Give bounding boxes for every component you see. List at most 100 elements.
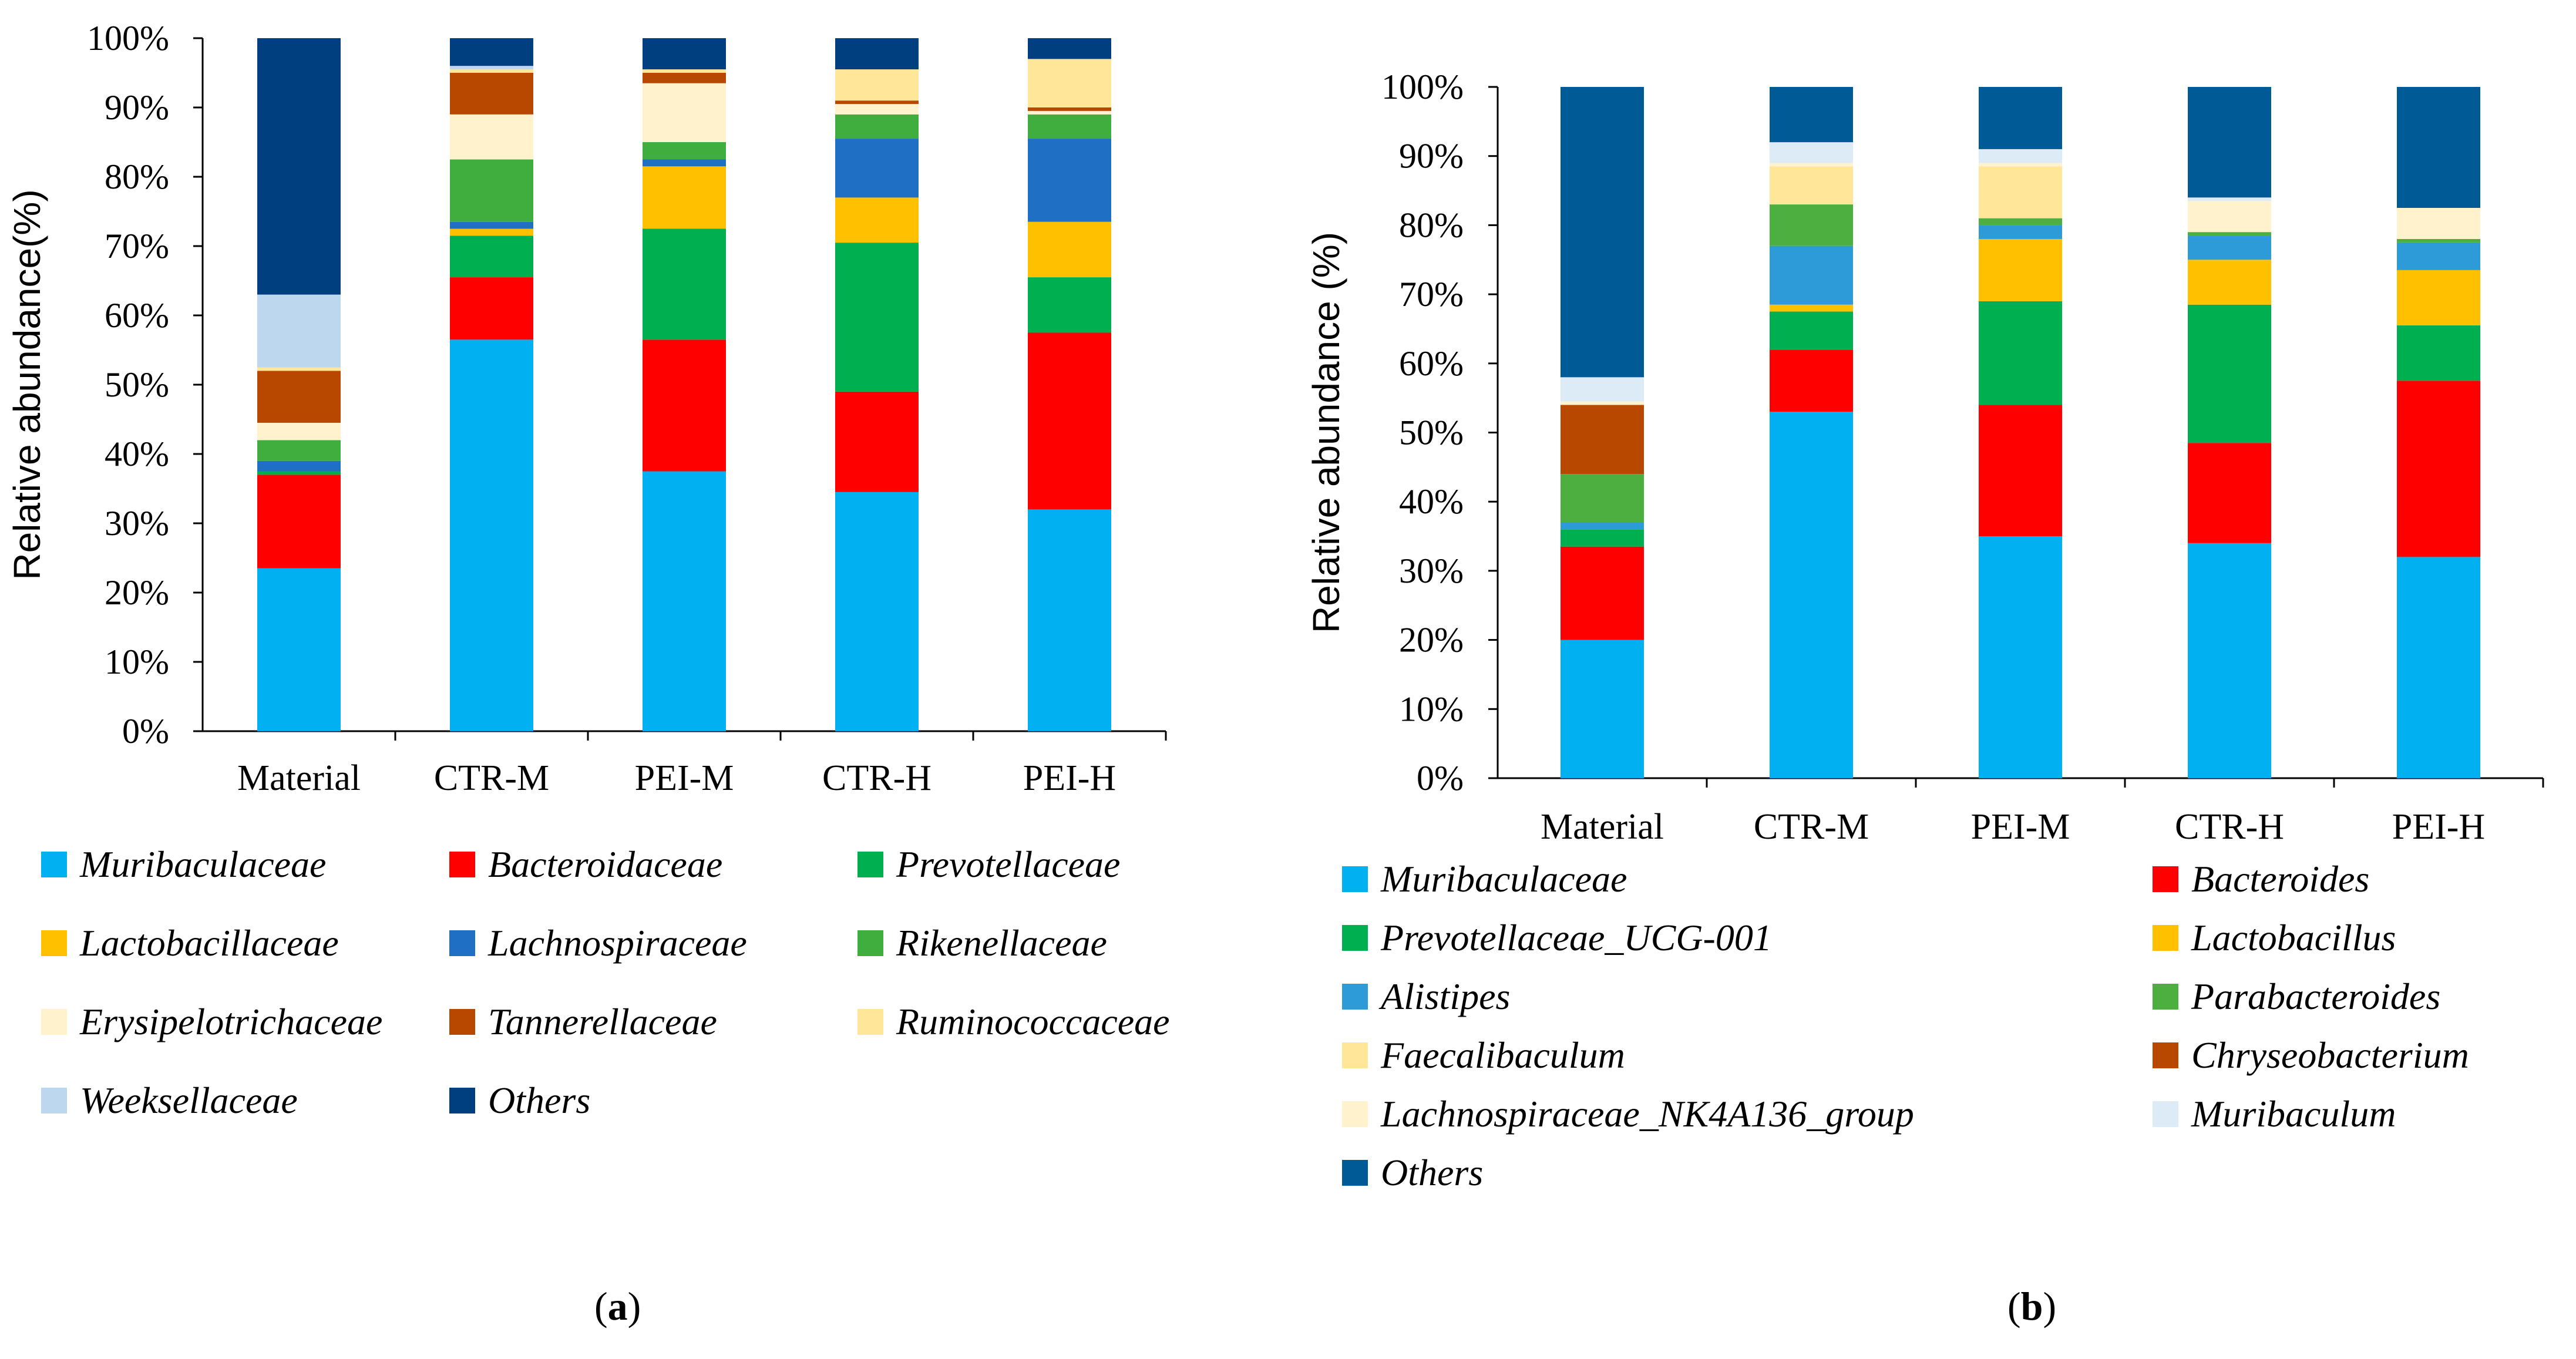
legend-item: Muribaculaceae (41, 843, 326, 886)
y-tick-label: 40% (1399, 482, 1464, 521)
bar-segment (257, 568, 341, 731)
legend-label: Chryseobacterium (2191, 1034, 2469, 1076)
legend-item: Weeksellaceae (41, 1079, 298, 1122)
legend-swatch (41, 852, 67, 877)
bar-segment (2188, 232, 2271, 236)
legend-swatch (1342, 1042, 1368, 1068)
bar-segment (2188, 87, 2271, 198)
bar-segment (643, 38, 726, 70)
legend-swatch (41, 1088, 67, 1114)
bar-segment (2188, 443, 2271, 543)
bar-segment (450, 66, 533, 70)
legend-item: Chryseobacterium (2153, 1034, 2469, 1077)
bar-segment (2188, 304, 2271, 443)
bar-segment (643, 159, 726, 167)
bar-segment (1770, 166, 1853, 205)
bar-segment (643, 142, 726, 160)
legend-swatch (449, 930, 475, 956)
bar-segment (257, 475, 341, 569)
bar-segment (1561, 529, 1644, 547)
y-tick-label: 70% (105, 227, 169, 265)
bar-segment (2397, 325, 2480, 381)
bar-segment (1770, 349, 1853, 412)
bar-segment (2397, 381, 2480, 557)
bar-segment (643, 83, 726, 142)
bar-segment (450, 114, 533, 160)
legend-label: Prevotellaceae_UCG-001 (1381, 917, 1772, 958)
bar-segment (2397, 270, 2480, 326)
legend-swatch (41, 930, 67, 956)
bar-segment (2188, 236, 2271, 260)
bar-segment (1979, 166, 2062, 218)
bar-segment (1979, 225, 2062, 239)
bar-segment (1770, 87, 1853, 143)
bar-segment (1770, 245, 1853, 305)
legend-item: Prevotellaceae_UCG-001 (1342, 916, 1772, 960)
bar-segment (257, 371, 341, 423)
bar-segment (643, 471, 726, 731)
bar-segment (1770, 142, 1853, 163)
legend-swatch (857, 930, 883, 956)
category-label: PEI-H (1023, 758, 1116, 798)
bar-segment (1028, 332, 1111, 510)
y-tick-label: 10% (105, 643, 169, 681)
bar-segment (1028, 107, 1111, 111)
bar-segment (2188, 543, 2271, 778)
bar-segment (1561, 377, 1644, 402)
bar-segment (1979, 301, 2062, 405)
legend-item: Bacteroides (2153, 857, 2369, 901)
legend-swatch (41, 1009, 67, 1035)
legend-swatch (1342, 866, 1368, 892)
bar-segment (1770, 204, 1853, 246)
legend-item: Others (449, 1079, 590, 1122)
bar-segment (643, 166, 726, 229)
legend-swatch (857, 852, 883, 877)
bar-segment (450, 228, 533, 236)
legend-swatch (2153, 984, 2178, 1010)
y-tick-label: 90% (1399, 137, 1464, 176)
bar-segment (1028, 509, 1111, 731)
bar-segment (450, 69, 533, 73)
bar-segment (835, 391, 919, 492)
legend-swatch (449, 852, 475, 877)
legend-label: Rikenellaceae (896, 922, 1107, 964)
bar-segment (643, 339, 726, 472)
bar-segment (643, 73, 726, 83)
bar-segment (257, 367, 341, 371)
bar-segment (1979, 536, 2062, 778)
legend-label: Alistipes (1381, 975, 1511, 1017)
panel-label-a: (a) (594, 1284, 641, 1328)
bar-segment (2188, 197, 2271, 201)
bar-segment (1770, 163, 1853, 167)
legend-label: Faecalibaculum (1381, 1034, 1625, 1076)
legend-item: Bacteroidaceae (449, 843, 722, 886)
bar-segment (1770, 304, 1853, 312)
y-tick-label: 30% (1399, 551, 1464, 590)
bar-segment (835, 114, 919, 139)
bar-segment (2397, 238, 2480, 243)
legend-swatch (1342, 984, 1368, 1010)
category-label: CTR-M (434, 758, 549, 798)
bar-segment (835, 38, 919, 70)
legend-item: Faecalibaculum (1342, 1034, 1625, 1077)
panel-label-b: (b) (2007, 1284, 2057, 1328)
bar-segment (2397, 207, 2480, 239)
y-tick-label: 100% (1381, 68, 1464, 106)
bar-segment (835, 492, 919, 731)
legend-swatch (1342, 1160, 1368, 1186)
bar-segment (835, 197, 919, 243)
legend-item: Lactobacillus (2153, 916, 2396, 960)
bar-segment (1028, 277, 1111, 333)
bar-segment (1561, 546, 1644, 640)
bar-segment (835, 69, 919, 101)
legend-item: Muribaculaceae (1342, 857, 1627, 901)
category-label: PEI-M (635, 758, 734, 798)
category-label: CTR-M (1754, 807, 1869, 847)
y-tick-label: 80% (105, 157, 169, 196)
bar-segment (257, 38, 341, 295)
bar-segment (1770, 311, 1853, 350)
y-axis-label: Relative abundance (%) (1305, 232, 1347, 633)
bar-segment (1028, 38, 1111, 59)
legend-item: Muribaculum (2153, 1092, 2396, 1136)
